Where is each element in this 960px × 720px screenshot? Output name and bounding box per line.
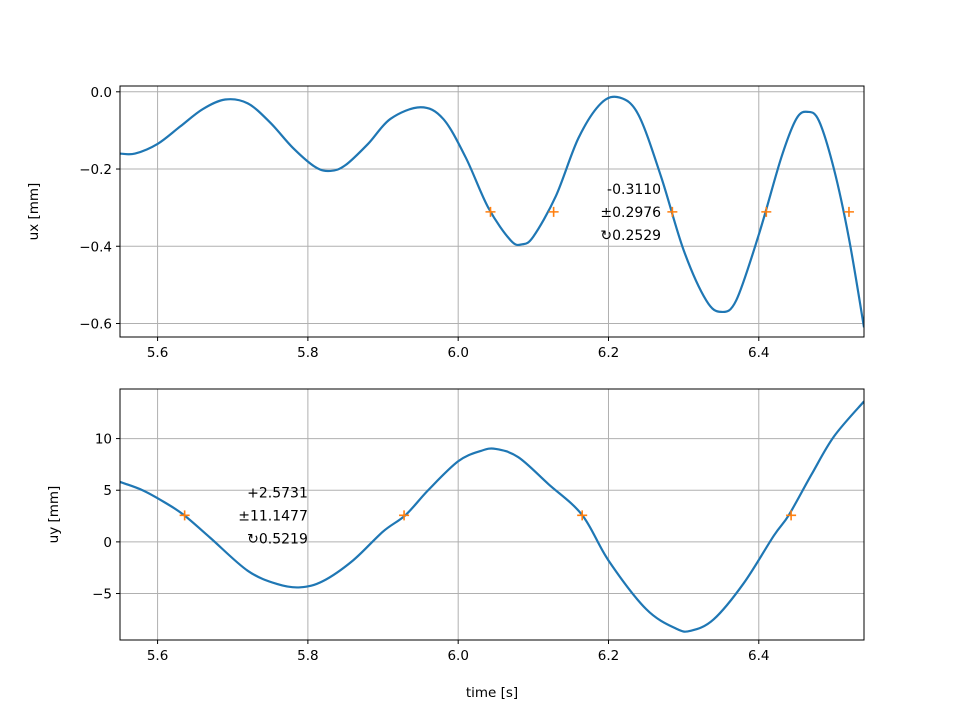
- plot-series-group: [120, 95, 864, 328]
- signal-line: [120, 95, 864, 328]
- y-tick-label: −0.6: [79, 316, 112, 332]
- y-axis-label: ux [mm]: [26, 183, 42, 241]
- x-tick-label: 5.8: [297, 345, 318, 361]
- x-tick-label: 6.4: [748, 648, 769, 664]
- plot-series-group: [120, 400, 864, 633]
- annotation-line: ±0.2976: [600, 205, 661, 221]
- uy-subplot: 5.6 5.8 6.0 6.2 6.4 10 5 0 −5 uy [mm] time [s] +2.5…: [46, 388, 865, 701]
- y-axis-label: uy [mm]: [46, 486, 62, 544]
- annotation-line: -0.3110: [607, 182, 661, 198]
- crossing-marker: [843, 206, 854, 217]
- axes-frame: [119, 85, 865, 338]
- annotation-line: ±11.1477: [238, 508, 308, 524]
- x-tick-label: 6.2: [598, 648, 619, 664]
- crossing-marker: [786, 510, 797, 521]
- crossing-marker: [179, 510, 190, 521]
- y-tick-label: −0.2: [79, 162, 112, 178]
- y-tick-label: −0.4: [79, 239, 112, 255]
- x-tick-label: 6.0: [447, 648, 468, 664]
- annotation-line: ↻0.5219: [247, 531, 308, 547]
- x-tick-label: 6.4: [748, 345, 769, 361]
- y-tick-label: 10: [95, 432, 112, 448]
- crossing-marker: [667, 206, 678, 217]
- annotation-line: ↻0.2529: [600, 228, 661, 244]
- crossing-marker: [485, 206, 496, 217]
- crossing-marker: [577, 510, 588, 521]
- x-tick-label: 6.0: [447, 345, 468, 361]
- axes-frame: [119, 388, 865, 641]
- y-tick-label: 0.0: [91, 85, 112, 101]
- x-axis-label: time [s]: [466, 685, 518, 701]
- y-tick-label: −5: [92, 587, 112, 603]
- ux-subplot: 5.6 5.8 6.0 6.2 6.4 0.0 −0.2 −0.4 −0.6 ux [mm] -0.…: [26, 85, 865, 361]
- y-tick-label: 0: [103, 535, 112, 551]
- x-tick-label: 5.6: [147, 648, 168, 664]
- x-tick-label: 5.8: [297, 648, 318, 664]
- crossing-marker: [399, 510, 410, 521]
- crossing-marker: [548, 206, 559, 217]
- x-tick-label: 5.6: [147, 345, 168, 361]
- crossing-marker: [761, 206, 772, 217]
- signal-line: [120, 400, 864, 633]
- annotation-line: +2.5731: [247, 485, 308, 501]
- x-tick-label: 6.2: [598, 345, 619, 361]
- y-tick-label: 5: [103, 483, 112, 499]
